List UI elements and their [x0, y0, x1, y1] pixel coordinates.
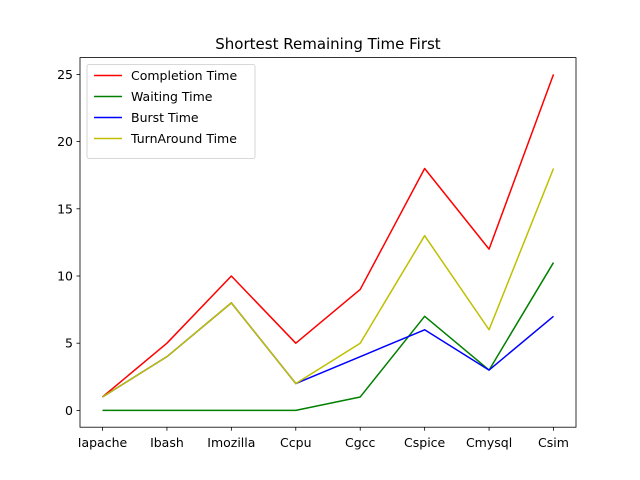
series-line-3	[102, 168, 555, 398]
x-tick-label: Csim	[538, 435, 569, 450]
y-tick-label: 10	[57, 269, 73, 284]
y-tick-label: 15	[57, 201, 73, 216]
x-tick-label: Iapache	[78, 435, 128, 450]
x-tick-label: Ccpu	[280, 435, 311, 450]
axis-ticks: 0 5 10 15 20 25 Iapache Ibash Imozilla Ccpu Cgcc Cs…	[57, 67, 569, 450]
plot-area	[102, 74, 555, 412]
series-line-0	[102, 74, 555, 398]
y-tick-label: 0	[65, 403, 73, 418]
legend-box	[86, 64, 256, 159]
y-tick-label: 20	[57, 134, 73, 149]
x-tick-label: Cmysql	[466, 435, 512, 450]
axes-frame	[79, 57, 577, 428]
x-tick-label: Ibash	[150, 435, 184, 450]
legend-label: Waiting Time	[131, 89, 213, 104]
legend-label: TurnAround Time	[130, 131, 237, 146]
legend-label: Burst Time	[131, 110, 199, 125]
x-tick-label: Imozilla	[207, 435, 255, 450]
y-tick-label: 25	[57, 67, 73, 82]
legend: Completion Time Waiting Time Burst Time Tur…	[86, 64, 256, 159]
y-tick-label: 5	[65, 336, 73, 351]
chart-title: Shortest Remaining Time First	[215, 35, 441, 53]
x-tick-label: Cspice	[404, 435, 446, 450]
legend-label: Completion Time	[131, 68, 237, 83]
series-line-1	[102, 262, 555, 412]
x-tick-label: Cgcc	[345, 435, 376, 450]
